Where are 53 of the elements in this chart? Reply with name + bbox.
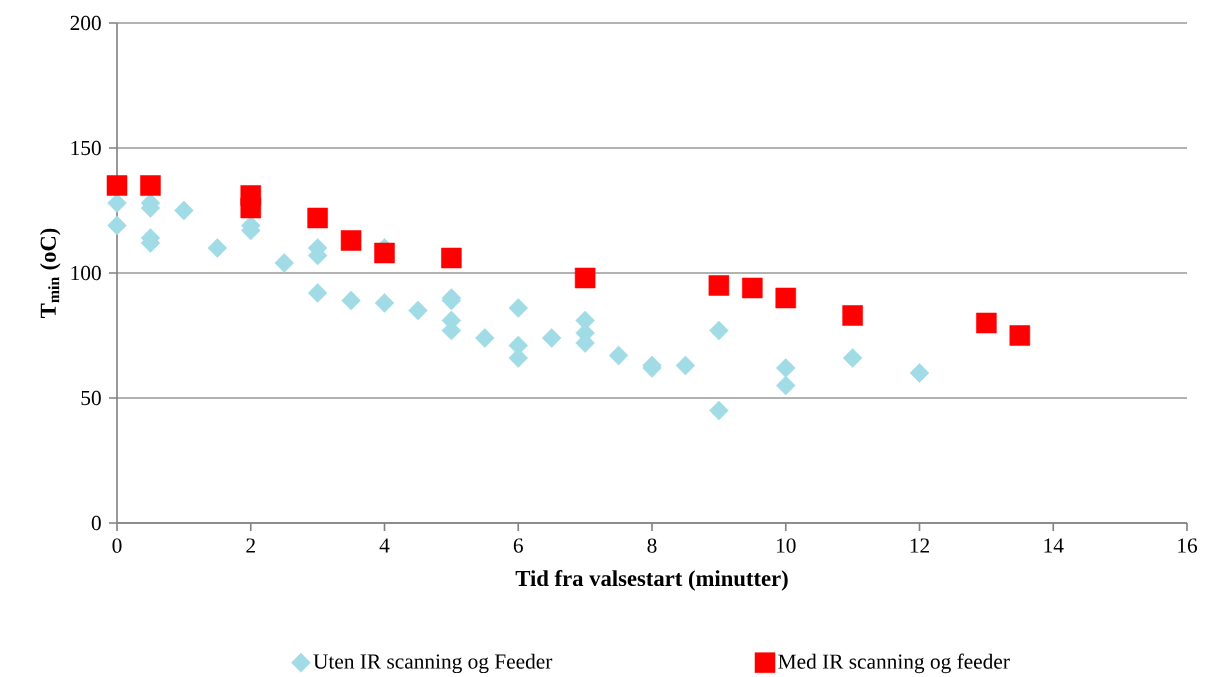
point: [675, 355, 696, 376]
point: [842, 348, 863, 368]
x-tick-label: 16: [1178, 538, 1198, 553]
point: [508, 298, 528, 318]
point: [608, 345, 629, 366]
point: [107, 193, 127, 213]
point: [709, 400, 729, 421]
point: [307, 207, 328, 229]
point: [174, 200, 194, 221]
y-tick-label: 0: [91, 515, 101, 531]
legend-label: Med IR scanning og feeder: [778, 653, 1010, 674]
point: [1009, 325, 1031, 346]
point: [775, 287, 797, 309]
x-tick-label: 0: [112, 538, 122, 553]
point: [541, 328, 562, 348]
point: [340, 230, 362, 251]
point: [475, 328, 495, 348]
x-axis-title: Tid fra valsestart (minutter): [515, 569, 788, 591]
y-tick-label: 50: [81, 390, 101, 406]
x-tick-label: 8: [647, 538, 657, 553]
point: [708, 275, 730, 296]
point: [776, 375, 796, 396]
x-tick-label: 14: [1044, 538, 1064, 553]
point: [374, 293, 395, 313]
point: [909, 363, 930, 383]
point: [307, 283, 328, 303]
point: [274, 253, 294, 273]
x-tick-label: 12: [910, 538, 929, 553]
point: [240, 197, 262, 219]
point: [207, 238, 228, 258]
point: [374, 242, 395, 264]
y-axis-title: T$_{min}$ (oC): [39, 228, 61, 318]
point: [776, 358, 796, 378]
point: [441, 247, 462, 269]
point: [106, 175, 128, 196]
point: [574, 267, 596, 289]
point: [107, 215, 127, 236]
point: [408, 300, 428, 321]
x-tick-label: 6: [513, 538, 523, 553]
point: [508, 348, 528, 368]
y-tick-label: 200: [70, 15, 101, 31]
y-tick-label: 150: [71, 140, 101, 156]
point: [341, 290, 361, 311]
legend-label: Uten IR scanning og Feeder: [313, 653, 553, 674]
point: [140, 175, 161, 196]
point: [709, 320, 729, 341]
x-tick-label: 2: [246, 538, 255, 553]
x-tick-label: 10: [776, 538, 796, 553]
y-tick-label: 100: [71, 265, 101, 281]
point: [842, 305, 863, 326]
x-tick-label: 4: [379, 538, 390, 553]
point: [742, 277, 763, 299]
point: [976, 312, 997, 334]
